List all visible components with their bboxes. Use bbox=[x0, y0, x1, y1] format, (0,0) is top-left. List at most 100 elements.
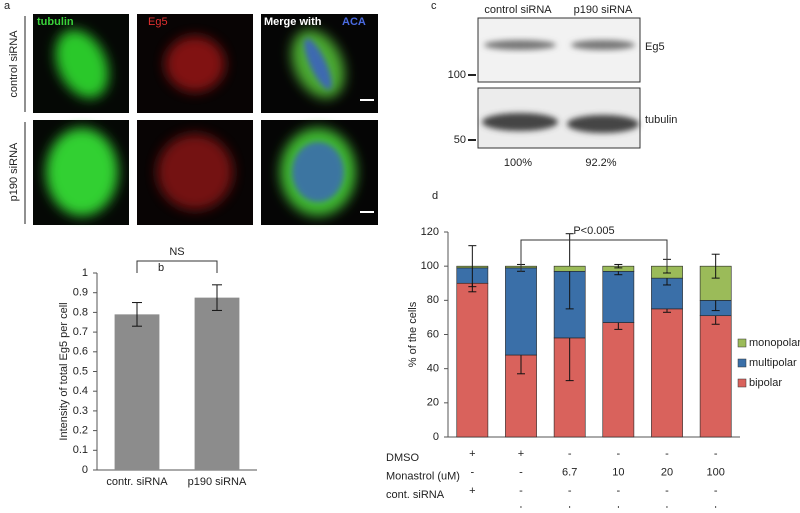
condition-value: + bbox=[518, 448, 524, 460]
x-tick-label: p190 siRNA bbox=[188, 476, 247, 488]
legend-swatch bbox=[737, 378, 747, 388]
bar-segment bbox=[602, 322, 635, 438]
y-tick-label: 0.2 bbox=[73, 425, 88, 437]
y-tick-label: 40 bbox=[427, 363, 439, 375]
annotation: NS bbox=[169, 246, 184, 258]
condition-value: - bbox=[616, 448, 620, 460]
quantification: 92.2% bbox=[585, 157, 616, 169]
bar bbox=[114, 314, 160, 470]
y-tick-label: 0.1 bbox=[73, 444, 88, 456]
band bbox=[484, 40, 556, 50]
y-tick-label: 80 bbox=[427, 294, 439, 306]
panel-c: c control siRNA p190 siRNA Eg5 tubulin 1… bbox=[431, 0, 677, 169]
significance-bracket bbox=[136, 260, 218, 273]
condition-value: + bbox=[615, 503, 621, 508]
condition-value: + bbox=[712, 503, 718, 508]
channel-label: Eg5 bbox=[148, 16, 168, 28]
blot bbox=[477, 17, 641, 83]
condition-value: - bbox=[665, 448, 669, 460]
band bbox=[482, 113, 558, 131]
y-tick-label: 0.6 bbox=[73, 346, 88, 358]
y-tick-label: 60 bbox=[427, 328, 439, 340]
condition-value: - bbox=[714, 448, 718, 460]
y-tick-label: 0.8 bbox=[73, 306, 88, 318]
condition-value: - bbox=[568, 448, 572, 460]
y-tick-label: 0 bbox=[82, 464, 88, 476]
condition-value: + bbox=[518, 503, 524, 508]
condition-value: 10 bbox=[612, 466, 624, 478]
condition-value: - bbox=[616, 485, 620, 497]
row-label: control siRNA bbox=[8, 30, 20, 98]
y-tick-label: 0.9 bbox=[73, 287, 88, 299]
y-tick-label: 0.3 bbox=[73, 405, 88, 417]
channel-label: tubulin bbox=[37, 16, 74, 28]
y-tick-label: 0.7 bbox=[73, 326, 88, 338]
condition-label: DMSO bbox=[386, 452, 419, 464]
x-tick-label: contr. siRNA bbox=[106, 476, 168, 488]
band bbox=[571, 40, 635, 50]
signal bbox=[157, 134, 233, 210]
y-tick-label: 0.5 bbox=[73, 365, 88, 377]
y-axis-label: Intensity of total Eg5 per cell bbox=[58, 302, 70, 440]
bar-segment bbox=[553, 265, 586, 272]
bar-segment bbox=[456, 282, 489, 438]
y-tick-label: 0.4 bbox=[73, 385, 88, 397]
band bbox=[567, 115, 639, 133]
panel-label: c bbox=[431, 0, 437, 12]
quantification: 100% bbox=[504, 157, 532, 169]
bar-segment bbox=[651, 308, 683, 438]
bar-segment bbox=[699, 315, 732, 438]
condition-label: cont. siRNA bbox=[386, 489, 445, 501]
condition-value: + bbox=[664, 503, 670, 508]
bar bbox=[194, 297, 240, 470]
legend-swatch bbox=[737, 338, 747, 348]
channel-label: Merge with bbox=[264, 16, 322, 28]
legend-label: multipolar bbox=[749, 357, 797, 369]
lane-label: p190 siRNA bbox=[574, 4, 633, 16]
bar-segment bbox=[505, 267, 537, 356]
condition-value: 100 bbox=[706, 466, 724, 478]
channel-label: ACA bbox=[342, 16, 366, 28]
panel-a: a tubulin Eg5 Merge with ACA control siR… bbox=[4, 0, 378, 225]
y-tick-label: 0 bbox=[433, 431, 439, 443]
panel-label: d bbox=[432, 190, 438, 202]
signal bbox=[46, 128, 118, 216]
condition-value: + bbox=[469, 485, 475, 497]
panel-label: a bbox=[4, 0, 11, 12]
signal bbox=[304, 38, 332, 90]
panel-label: b bbox=[158, 262, 164, 274]
condition-value: 6.7 bbox=[562, 466, 577, 478]
condition-value: 20 bbox=[661, 466, 673, 478]
marker-label: 100 bbox=[448, 69, 466, 81]
lane-label: control siRNA bbox=[484, 4, 552, 16]
significance-bracket bbox=[520, 239, 668, 272]
y-tick-label: 120 bbox=[421, 226, 439, 238]
condition-value: - bbox=[665, 485, 669, 497]
condition-value: - bbox=[519, 485, 523, 497]
signal bbox=[55, 29, 109, 99]
signal bbox=[165, 36, 225, 92]
annotation: P<0.005 bbox=[573, 225, 614, 237]
y-tick-label: 100 bbox=[421, 260, 439, 272]
legend-label: bipolar bbox=[749, 377, 782, 389]
condition-label: Monastrol (uM) bbox=[386, 470, 460, 482]
legend-swatch bbox=[737, 358, 747, 368]
condition-value: - bbox=[519, 466, 523, 478]
band-label: Eg5 bbox=[645, 41, 665, 53]
condition-value: + bbox=[566, 503, 572, 508]
y-tick-label: 20 bbox=[427, 397, 439, 409]
condition-value: - bbox=[470, 466, 474, 478]
y-tick-label: 1 bbox=[82, 267, 88, 279]
marker-label: 50 bbox=[454, 134, 466, 146]
signal bbox=[292, 142, 344, 202]
condition-value: + bbox=[469, 448, 475, 460]
row-label: p190 siRNA bbox=[8, 142, 20, 201]
condition-value: - bbox=[714, 485, 718, 497]
bar-segment bbox=[602, 270, 635, 323]
condition-value: - bbox=[568, 485, 572, 497]
legend-label: monopolar bbox=[749, 337, 800, 349]
condition-value: - bbox=[470, 503, 474, 508]
y-axis-label: % of the cells bbox=[407, 301, 419, 367]
band-label: tubulin bbox=[645, 114, 677, 126]
